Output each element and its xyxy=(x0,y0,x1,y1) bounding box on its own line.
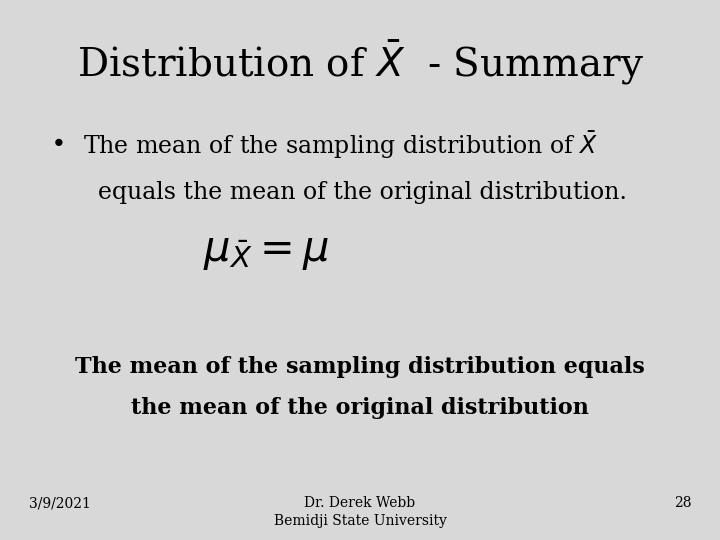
Text: the mean of the original distribution: the mean of the original distribution xyxy=(131,397,589,418)
Text: The mean of the sampling distribution equals: The mean of the sampling distribution eq… xyxy=(75,356,645,378)
Text: $\mu_{\bar{X}} = \mu$: $\mu_{\bar{X}} = \mu$ xyxy=(204,230,329,272)
Text: Distribution of $\bar{X}$  - Summary: Distribution of $\bar{X}$ - Summary xyxy=(76,38,644,86)
Text: $\bullet$: $\bullet$ xyxy=(50,130,64,153)
Text: 3/9/2021: 3/9/2021 xyxy=(29,496,91,510)
Text: Dr. Derek Webb: Dr. Derek Webb xyxy=(305,496,415,510)
Text: Bemidji State University: Bemidji State University xyxy=(274,514,446,528)
Text: equals the mean of the original distribution.: equals the mean of the original distribu… xyxy=(83,181,627,204)
Text: 28: 28 xyxy=(674,496,691,510)
Text: The mean of the sampling distribution of $\bar{X}$: The mean of the sampling distribution of… xyxy=(83,130,598,161)
